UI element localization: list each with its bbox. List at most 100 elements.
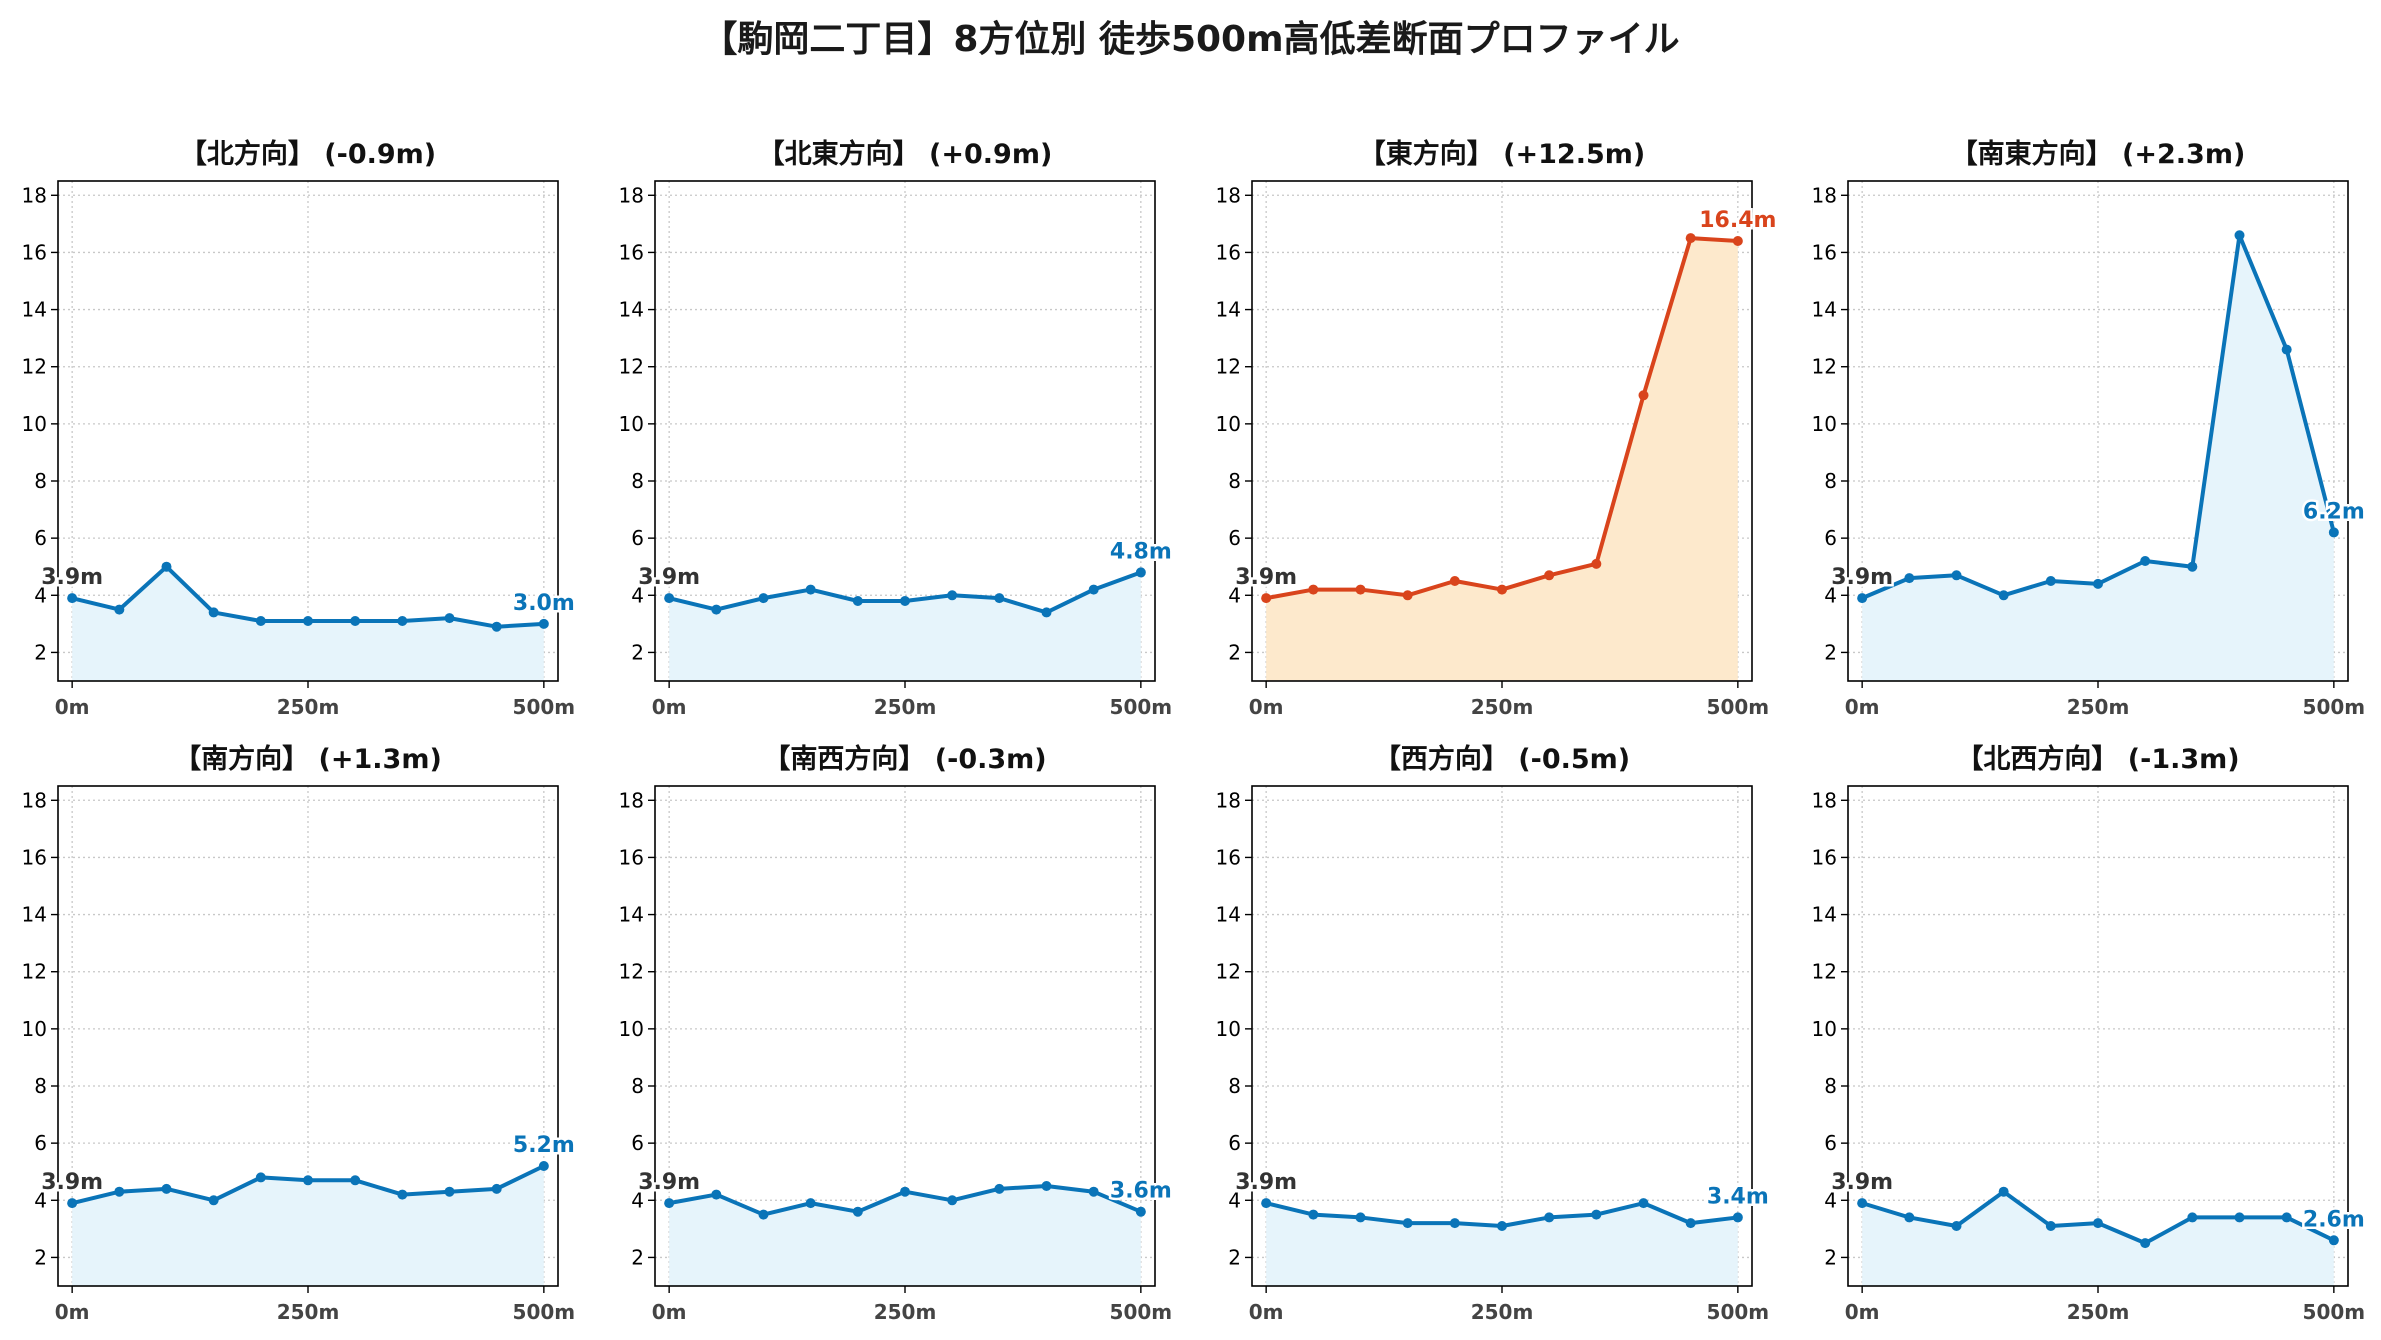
data-point (2328, 1235, 2339, 1246)
x-tick-label: 0m (1845, 1300, 1880, 1324)
data-point (161, 561, 172, 572)
y-tick-label: 18 (1812, 183, 1837, 207)
y-tick-label: 4 (1228, 1188, 1241, 1212)
data-point (1544, 570, 1555, 581)
x-tick-label: 500m (2303, 695, 2366, 719)
area-fill (1266, 238, 1738, 681)
data-point (805, 1198, 816, 1209)
subplot-title: 【西方向】 (-0.5m) (1374, 743, 1630, 775)
data-point (1041, 1181, 1052, 1191)
end-elevation-label: 3.6m (1110, 1179, 1172, 1204)
y-tick-label: 12 (1812, 960, 1837, 984)
data-point (2281, 1212, 2292, 1223)
y-tick-label: 16 (619, 240, 644, 264)
y-tick-label: 18 (22, 183, 47, 207)
data-point (444, 1186, 455, 1197)
subplot-0: 【北方向】 (-0.9m) 2 4 6 8 10 12 14 16 18 0m 250m 500m 3.9… (22, 138, 578, 719)
y-tick-label: 16 (1812, 845, 1837, 869)
x-tick-label: 500m (1707, 1300, 1770, 1324)
data-point (947, 590, 958, 601)
y-tick-label: 14 (1216, 903, 1241, 927)
data-point (1135, 1206, 1146, 1217)
end-elevation-label: 16.4m (1699, 208, 1776, 233)
y-tick-label: 6 (1228, 526, 1241, 550)
y-tick-label: 8 (1824, 469, 1837, 493)
figure-title: 【駒岡二丁目】8方位別 徒歩500m高低差断面プロファイル (701, 19, 1680, 60)
data-point (67, 1198, 78, 1209)
y-tick-label: 18 (1216, 788, 1241, 812)
subplot-6: 【西方向】 (-0.5m) 2 4 6 8 10 12 14 16 18 0m 250m 500m 3.9… (1216, 743, 1772, 1324)
data-point (1591, 558, 1602, 569)
y-tick-label: 12 (22, 960, 47, 984)
data-point (1261, 593, 1272, 604)
y-tick-label: 12 (619, 355, 644, 379)
y-tick-label: 16 (1812, 240, 1837, 264)
data-point (1449, 576, 1460, 586)
data-point (397, 616, 408, 626)
data-point (1685, 233, 1696, 244)
subplot-4: 【南方向】 (+1.3m) 2 4 6 8 10 12 14 16 18 0m 250m 500m 3.9… (22, 743, 578, 1324)
data-point (994, 1183, 1005, 1194)
data-point (758, 1209, 769, 1220)
y-tick-label: 8 (631, 469, 644, 493)
data-point (2140, 1238, 2151, 1249)
data-point (1308, 1209, 1319, 1220)
data-point (1308, 584, 1319, 595)
start-elevation-label: 3.9m (41, 565, 103, 590)
area-fill (1266, 1203, 1738, 1286)
start-elevation-label: 3.9m (1235, 1170, 1297, 1195)
y-tick-label: 2 (631, 640, 644, 664)
y-tick-label: 2 (34, 1245, 47, 1269)
data-point (852, 596, 863, 606)
x-tick-label: 0m (1249, 1300, 1284, 1324)
y-tick-label: 6 (1824, 526, 1837, 550)
x-tick-label: 250m (1471, 695, 1534, 719)
x-tick-label: 0m (1249, 695, 1284, 719)
data-point (2281, 344, 2292, 355)
subplot-2: 【東方向】 (+12.5m) 2 4 6 8 10 12 14 16 18 0m 250m 500m 3.… (1216, 138, 1779, 719)
data-point (1402, 590, 1413, 601)
y-tick-label: 10 (1812, 412, 1837, 436)
data-point (1497, 584, 1507, 595)
end-elevation-label: 2.6m (2303, 1207, 2365, 1232)
data-point (2187, 561, 2198, 572)
data-point (1088, 584, 1099, 595)
y-tick-label: 4 (1824, 583, 1837, 607)
data-point (255, 616, 266, 626)
data-point (1041, 607, 1052, 618)
y-tick-label: 10 (1216, 1017, 1241, 1041)
y-tick-label: 16 (22, 845, 47, 869)
x-tick-label: 500m (1110, 695, 1173, 719)
data-point (161, 1183, 172, 1194)
y-tick-label: 16 (1216, 240, 1241, 264)
x-tick-label: 500m (513, 1300, 576, 1324)
data-point (2045, 576, 2056, 586)
x-tick-label: 0m (1845, 695, 1880, 719)
data-point (1685, 1218, 1696, 1229)
x-tick-label: 0m (652, 1300, 687, 1324)
x-tick-label: 250m (277, 1300, 340, 1324)
y-tick-label: 18 (619, 788, 644, 812)
y-tick-label: 2 (1228, 640, 1241, 664)
data-point (67, 593, 78, 604)
y-tick-label: 8 (34, 469, 47, 493)
x-tick-label: 0m (55, 1300, 90, 1324)
data-point (538, 1161, 549, 1171)
y-tick-label: 2 (1824, 1245, 1837, 1269)
end-elevation-label: 3.0m (513, 591, 575, 616)
data-point (1904, 1212, 1915, 1223)
y-tick-label: 10 (1812, 1017, 1837, 1041)
data-point (444, 613, 455, 624)
y-tick-label: 12 (1812, 355, 1837, 379)
x-tick-label: 250m (874, 1300, 937, 1324)
y-tick-label: 10 (22, 412, 47, 436)
data-point (1591, 1209, 1602, 1220)
subplot-5: 【南西方向】 (-0.3m) 2 4 6 8 10 12 14 16 18 0m 250m 500m 3.… (619, 743, 1175, 1324)
y-tick-label: 4 (34, 583, 47, 607)
y-tick-label: 16 (619, 845, 644, 869)
y-tick-label: 8 (631, 1074, 644, 1098)
data-point (1998, 1186, 2009, 1197)
y-tick-label: 18 (22, 788, 47, 812)
data-point (805, 584, 816, 595)
